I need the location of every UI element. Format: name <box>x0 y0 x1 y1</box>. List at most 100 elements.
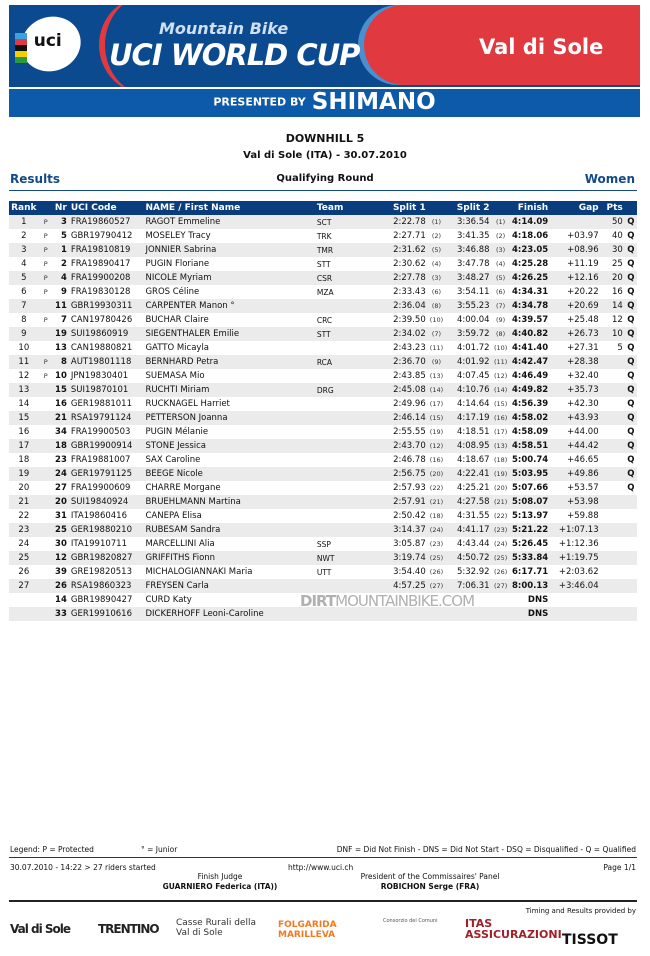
team <box>314 495 380 509</box>
protected-flag <box>39 453 53 467</box>
rider-name: PETTERSON Joanna <box>143 411 315 425</box>
bib-number: 11 <box>52 299 69 313</box>
team: SCT <box>314 215 380 229</box>
qualified-flag: Q <box>624 215 637 229</box>
split2-time <box>445 607 492 621</box>
protected-flag <box>38 411 53 425</box>
qualified-flag <box>624 579 637 593</box>
rank: 7 <box>9 299 39 313</box>
split2-rank: (6) <box>496 288 506 296</box>
legend-codes: DNF = Did Not Finish - DNS = Did Not Sta… <box>336 845 636 854</box>
bib-number: 14 <box>55 595 67 605</box>
table-row: 26 39 GRE19820513 MICHALOGIANNAKI Maria UTT 3… <box>9 565 637 579</box>
finish-time: 5:07.66 <box>512 483 549 493</box>
qualified-flag <box>625 509 637 523</box>
rank: 8 <box>21 315 27 325</box>
rank: 2 <box>21 231 27 241</box>
rank: 24 <box>18 539 30 549</box>
bib-number: 5 <box>60 231 67 241</box>
finish-time: 4:58.09 <box>512 427 549 437</box>
table-header: Rank Nr UCI Code NAME / First Name Team … <box>9 201 637 215</box>
split1-rank: (11) <box>429 344 444 352</box>
team <box>315 509 380 523</box>
bib-number: 25 <box>52 523 69 537</box>
rider-name: CANEPA Elisa <box>145 511 202 521</box>
split1-time: 2:33.43 <box>393 287 426 297</box>
uci-url[interactable]: http://www.uci.ch <box>288 863 354 872</box>
rank: 27 <box>9 579 39 593</box>
split1-rank: (10) <box>429 316 444 324</box>
points: 5 <box>617 343 623 353</box>
protected-flag: P <box>43 232 48 240</box>
protected-flag <box>38 327 53 341</box>
split2-rank: (12) <box>493 372 508 380</box>
uci-code: GER19880210 <box>68 523 144 537</box>
rider-name: MARCELLINI Alia <box>145 539 215 549</box>
split1-time: 2:43.85 <box>393 371 426 381</box>
bib-number: 21 <box>52 411 69 425</box>
finish-time: 4:42.47 <box>509 355 551 369</box>
table-row: 2 P 5 GBR19790412 MOSELEY Tracy TRK 2:27.71 (2)… <box>9 229 637 243</box>
split2-time: 4:01.72 <box>456 343 490 353</box>
split1-rank: (9) <box>427 355 446 369</box>
bib-number: 1 <box>52 243 69 257</box>
split2-time: 3:55.23 <box>445 299 492 313</box>
rank: 1 <box>9 215 39 229</box>
presented-by: PRESENTED BY SHIMANO <box>213 89 436 115</box>
points: 20 <box>600 271 625 285</box>
split1-rank: (18) <box>429 512 444 520</box>
page-title: DOWNHILL 5 <box>285 132 365 145</box>
president-name: ROBICHON Serge (FRA) <box>380 882 480 891</box>
protected-flag <box>39 397 53 411</box>
split2-rank: (16) <box>491 411 510 425</box>
table-row: 15 21 RSA19791124 PETTERSON Joanna 2:46.14 (1… <box>9 411 637 425</box>
col-rank: Rank <box>9 201 39 215</box>
split1-time: 2:36.70 <box>379 355 428 369</box>
table-row: 17 18 GBR19900914 STONE Jessica 2:43.70 (12) 4… <box>9 439 637 453</box>
col-gap: Gap <box>550 201 601 215</box>
rider-name: CARPENTER Manon ° <box>143 299 315 313</box>
qualified-flag: Q <box>624 355 637 369</box>
split1-rank: (6) <box>431 288 442 296</box>
protected-flag: P <box>38 243 53 257</box>
split2-rank: (1) <box>491 215 510 229</box>
bib-number: 20 <box>52 495 69 509</box>
gap: +42.30 <box>567 399 599 409</box>
uci-code: GER19910616 <box>68 607 144 621</box>
legend-junior: ° = Junior <box>141 845 178 854</box>
bib-number: 24 <box>52 467 69 481</box>
split2-time: 4:17.19 <box>445 411 492 425</box>
points: 10 <box>600 327 625 341</box>
split2-time: 4:27.58 <box>445 495 492 509</box>
finish-time: 5:26.45 <box>512 539 549 549</box>
gap: +32.40 <box>567 371 599 381</box>
rider-name: GRIFFITHS Fionn <box>143 551 315 565</box>
gap: +12.16 <box>550 271 601 285</box>
rank: 4 <box>21 259 27 269</box>
split2-rank: (23) <box>491 523 510 537</box>
qualified-flag: Q <box>627 343 635 353</box>
rider-name: GATTO Micayla <box>145 343 210 353</box>
split1-rank: (23) <box>429 540 444 548</box>
rider-name: SAX Caroline <box>145 455 201 465</box>
qualified-flag: Q <box>624 299 637 313</box>
bib-number: 26 <box>52 579 69 593</box>
split1-time: 2:50.42 <box>393 511 426 521</box>
bib-number: 30 <box>55 539 67 549</box>
finish-time: 5:13.97 <box>512 511 549 521</box>
gap: +03.97 <box>567 231 599 241</box>
uci-code: CAN19780426 <box>70 315 133 325</box>
timing-credit: Timing and Results provided by <box>525 907 636 915</box>
table-row: 14 16 GER19881011 RUCKNAGEL Harriet 2:49.96(… <box>9 397 637 411</box>
split1-rank: (22) <box>429 484 444 492</box>
uci-code: FRA19810819 <box>68 243 144 257</box>
split1-time: 2:56.75 <box>379 467 428 481</box>
legend-protected: Legend: P = Protected <box>10 845 94 854</box>
finish-time: 4:18.06 <box>512 231 549 241</box>
gap: +53.98 <box>550 495 601 509</box>
finish-time: DNS <box>527 595 549 605</box>
rider-name: SUEMASA Mio <box>145 371 205 381</box>
split2-rank: (14) <box>491 383 510 397</box>
protected-flag <box>38 383 53 397</box>
table-row: 14 GBR19890427 CURD Katy DNS <box>9 593 637 607</box>
